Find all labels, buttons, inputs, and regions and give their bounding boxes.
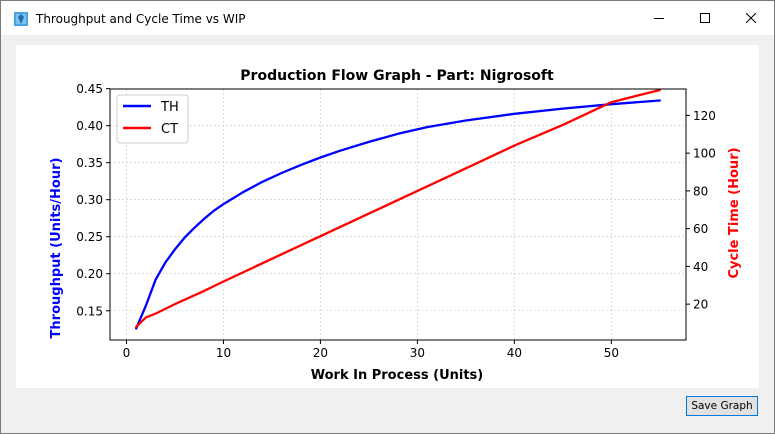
y-axis-ticks: 0.15 0.20 0.25 0.30 0.35 0.40 0.45 bbox=[76, 82, 110, 318]
y2-tick-label: 60 bbox=[693, 222, 708, 236]
legend-th-label: TH bbox=[160, 100, 179, 115]
axes-frame bbox=[109, 88, 687, 341]
y-tick-label: 0.15 bbox=[76, 304, 103, 318]
x-axis-label: Work In Process (Units) bbox=[311, 368, 484, 383]
series-line-th bbox=[135, 99, 661, 330]
y2-axis-ticks: 20 40 60 80 100 120 bbox=[686, 109, 716, 312]
y2-tick-label: 120 bbox=[693, 109, 716, 123]
y-tick-label: 0.20 bbox=[76, 267, 103, 281]
maximize-icon bbox=[700, 13, 710, 23]
save-graph-label: Save Graph bbox=[691, 400, 753, 412]
legend: TH CT bbox=[116, 94, 189, 144]
x-tick-label: 20 bbox=[313, 346, 328, 360]
x-tick-label: 40 bbox=[507, 346, 522, 360]
series-layer bbox=[135, 88, 661, 330]
save-graph-button[interactable]: Save Graph bbox=[686, 396, 758, 416]
y-tick-label: 0.30 bbox=[76, 193, 103, 207]
y-axis-label: Throughput (Units/Hour) bbox=[49, 158, 64, 339]
y2-tick-label: 100 bbox=[693, 147, 716, 161]
y-tick-label: 0.35 bbox=[76, 156, 103, 170]
close-button[interactable] bbox=[728, 1, 774, 35]
y2-tick-label: 80 bbox=[693, 184, 708, 198]
y-tick-label: 0.40 bbox=[76, 119, 103, 133]
minimize-button[interactable] bbox=[636, 1, 682, 35]
x-axis-ticks: 0 10 20 30 40 50 bbox=[123, 340, 619, 360]
maximize-button[interactable] bbox=[682, 1, 728, 35]
close-icon bbox=[746, 13, 756, 23]
minimize-icon bbox=[654, 13, 664, 23]
grid-layer bbox=[110, 88, 686, 340]
chart-title: Production Flow Graph - Part: Nigrosoft bbox=[240, 68, 554, 84]
y-tick-label: 0.45 bbox=[76, 82, 103, 96]
x-tick-label: 0 bbox=[123, 346, 131, 360]
y-tick-label: 0.25 bbox=[76, 230, 103, 244]
x-tick-label: 50 bbox=[604, 346, 619, 360]
y2-tick-label: 40 bbox=[693, 260, 708, 274]
y2-tick-label: 20 bbox=[693, 298, 708, 312]
production-flow-chart: 0 10 20 30 40 50 0.15 0.20 0.25 0.30 0.35 0.40 0.45… bbox=[49, 68, 742, 383]
feather-app-icon bbox=[13, 11, 29, 27]
series-line-ct bbox=[135, 88, 661, 328]
window-title: Throughput and Cycle Time vs WIP bbox=[36, 12, 246, 26]
x-tick-label: 10 bbox=[216, 346, 231, 360]
title-bar[interactable]: Throughput and Cycle Time vs WIP bbox=[1, 1, 774, 35]
legend-ct-label: CT bbox=[161, 122, 178, 137]
y2-axis-label: Cycle Time (Hour) bbox=[727, 147, 742, 278]
x-tick-label: 30 bbox=[410, 346, 425, 360]
graph-canvas: 0 10 20 30 40 50 0.15 0.20 0.25 0.30 0.35 0.40 0.45… bbox=[16, 45, 759, 388]
